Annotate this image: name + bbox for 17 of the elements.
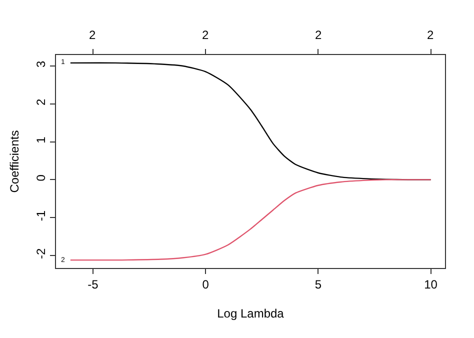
y-axis-title: Coefficients [8, 130, 22, 193]
x-axis-title: Log Lambda [217, 306, 284, 320]
x-tick-label: 10 [424, 277, 438, 292]
y-tick-label: -2 [34, 248, 48, 260]
text: 2 [315, 28, 322, 42]
x-tick-label: -5 [88, 277, 99, 292]
x-tick-label: 0 [202, 277, 210, 292]
x-tick-label: 5 [314, 277, 322, 292]
text: 2 [427, 28, 434, 42]
y-tick-label: 2 [34, 98, 48, 106]
line-series [70, 179, 432, 261]
text: 2 [89, 28, 96, 42]
y-tick-label: 3 [34, 60, 48, 68]
text: 2 [202, 28, 209, 42]
y-tick-label: -1 [34, 210, 48, 222]
y-tick-label: 1 [34, 136, 48, 144]
y-tick-label: 0 [34, 174, 48, 182]
